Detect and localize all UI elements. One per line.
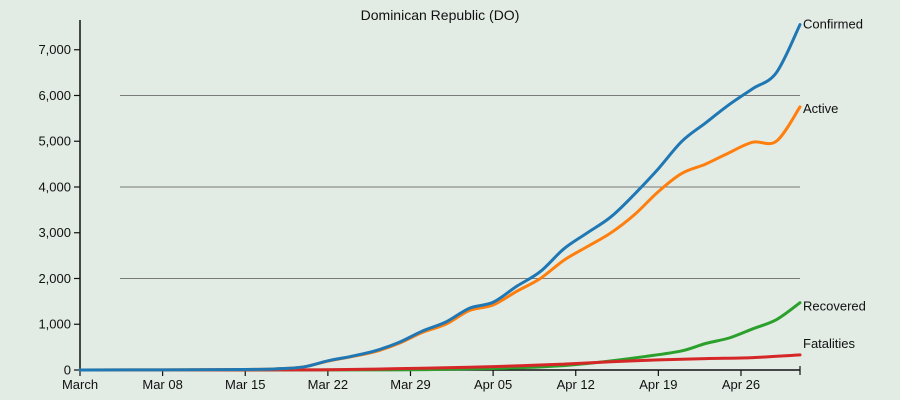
x-tick-label: Mar 29 (390, 377, 430, 392)
x-tick-label: March (62, 377, 98, 392)
x-tick-label: Apr 05 (474, 377, 512, 392)
series-labels: Confirmed Active Recovered Fatalities (803, 17, 866, 351)
chart-title: Dominican Republic (DO) (361, 7, 520, 23)
x-tick-label: Mar 22 (308, 377, 348, 392)
series-label-recovered: Recovered (803, 299, 866, 314)
y-tick-label: 3,000 (38, 225, 71, 240)
x-tick-label: Apr 26 (722, 377, 760, 392)
x-tick-label: Apr 19 (639, 377, 677, 392)
x-tick-label: Apr 12 (557, 377, 595, 392)
y-tick-label: 0 (64, 363, 71, 378)
series-line-confirmed (78, 23, 802, 372)
series-label-active: Active (803, 101, 838, 116)
y-tick-label: 7,000 (38, 42, 71, 57)
series-lines (78, 23, 802, 372)
series-line-fatalities (78, 353, 802, 372)
x-tick-label: Mar 15 (225, 377, 265, 392)
series-label-fatalities: Fatalities (803, 336, 856, 351)
series-label-confirmed: Confirmed (803, 17, 863, 32)
y-tick-label: 4,000 (38, 179, 71, 194)
y-tick-label: 6,000 (38, 88, 71, 103)
y-tick-label: 5,000 (38, 134, 71, 149)
gridlines (120, 94, 800, 279)
x-tick-label: Mar 08 (142, 377, 182, 392)
axes: 0 1,000 2,000 3,000 4,000 5,000 6,000 7,000 Marc… (38, 20, 801, 392)
y-tick-label: 1,000 (38, 317, 71, 332)
y-tick-label: 2,000 (38, 271, 71, 286)
series-line-active (78, 105, 802, 372)
